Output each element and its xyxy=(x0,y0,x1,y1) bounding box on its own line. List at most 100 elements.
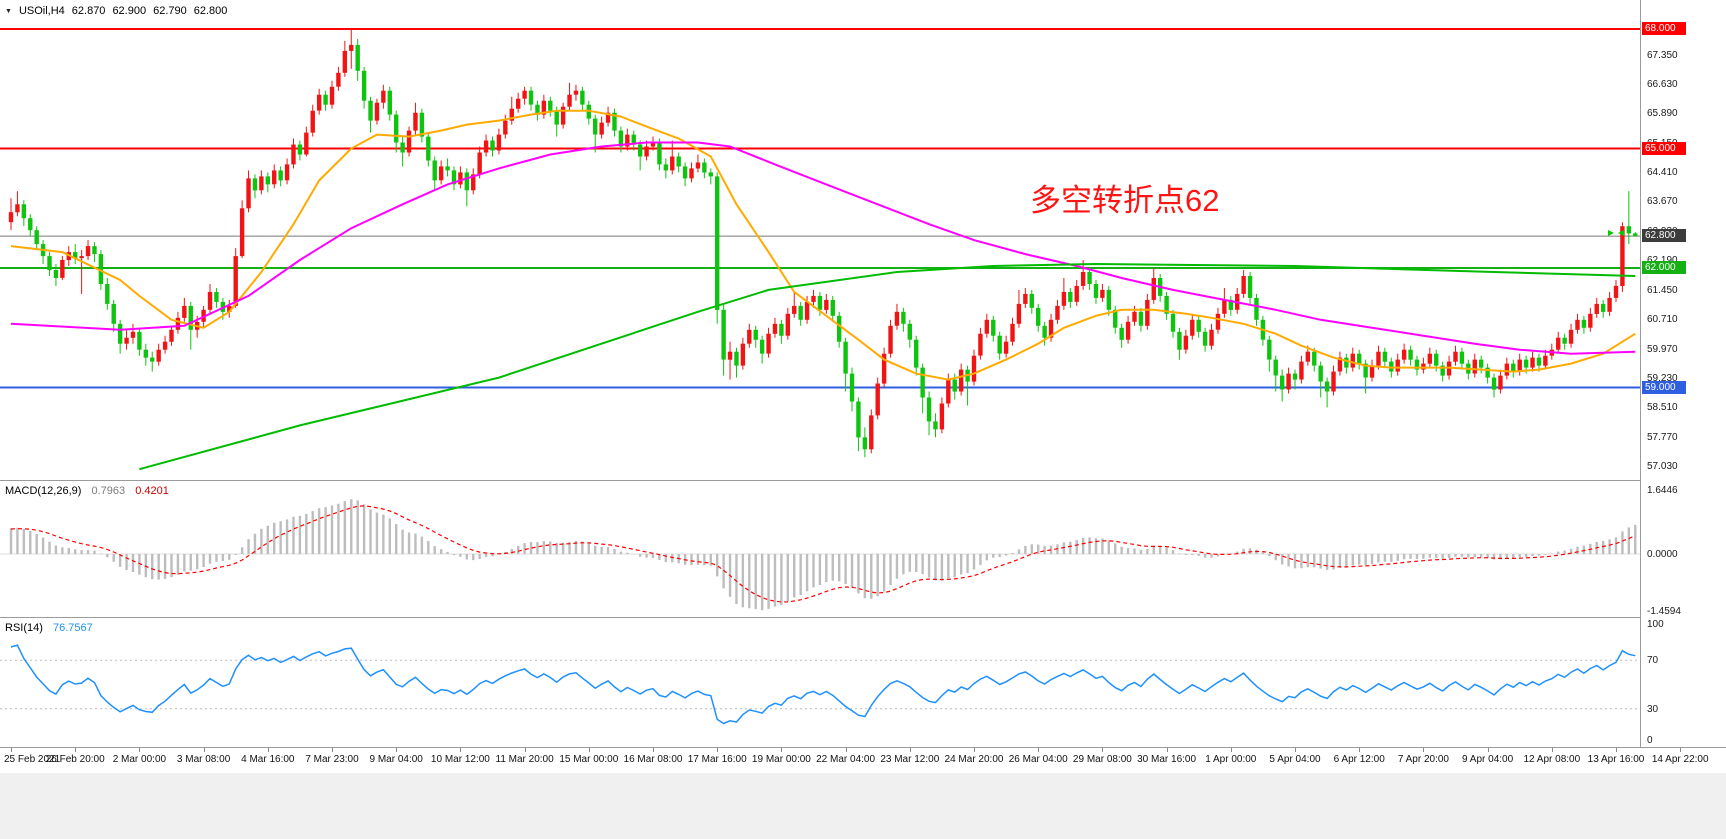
price-axis[interactable]: 67.35066.63065.89065.15064.41063.67062.9… xyxy=(1640,0,1726,748)
chevron-down-icon[interactable]: ▼ xyxy=(5,7,12,15)
macd-panel[interactable]: MACD(12,26,9) 0.7963 0.4201 xyxy=(0,481,1640,617)
price-tick: 67.350 xyxy=(1647,49,1678,61)
time-tick xyxy=(845,748,847,752)
time-tick xyxy=(460,748,462,752)
time-label: 7 Mar 23:00 xyxy=(305,754,359,765)
rsi-axis-tick: 70 xyxy=(1647,655,1659,667)
price-tick: 66.630 xyxy=(1647,78,1678,90)
panel-separator[interactable] xyxy=(0,480,1726,481)
rsi-line xyxy=(10,644,1636,725)
quote-open: 62.870 xyxy=(71,5,106,17)
macd-chart[interactable] xyxy=(0,481,1640,617)
time-tick xyxy=(588,748,590,752)
time-label: 16 Mar 08:00 xyxy=(623,754,683,765)
rsi-axis-tick: 100 xyxy=(1647,619,1664,630)
time-label: 7 Apr 20:00 xyxy=(1397,754,1449,765)
time-label: 25 Feb 2021 xyxy=(4,754,61,765)
time-tick xyxy=(974,748,975,752)
macd-main-value: 0.7963 xyxy=(91,485,126,497)
price-tick: 58.510 xyxy=(1647,402,1678,414)
macd-histogram xyxy=(9,499,1637,611)
time-tick xyxy=(332,748,333,752)
time-label: 1 Apr 00:00 xyxy=(1205,754,1257,765)
price-arrow-icon xyxy=(1618,229,1624,236)
quote-low: 62.790 xyxy=(153,5,187,17)
rsi-axis-tick: 30 xyxy=(1647,703,1659,715)
price-level-label: 62.000 xyxy=(1642,261,1686,275)
time-label: 26 Mar 04:00 xyxy=(1008,754,1068,765)
price-tick: 65.890 xyxy=(1647,108,1678,120)
time-tick xyxy=(653,748,654,752)
price-tick: 64.410 xyxy=(1647,167,1678,178)
time-label: 10 Mar 12:00 xyxy=(430,754,490,765)
time-label: 14 Apr 22:00 xyxy=(1651,754,1709,765)
time-label: 3 Mar 08:00 xyxy=(176,754,231,765)
time-label: 9 Apr 04:00 xyxy=(1462,754,1514,765)
time-tick xyxy=(717,748,719,752)
time-label: 23 Mar 12:00 xyxy=(880,754,940,765)
candlestick-chart[interactable] xyxy=(0,0,1640,480)
time-label: 11 Mar 20:00 xyxy=(495,754,554,765)
rsi-value: 76.7567 xyxy=(52,622,93,634)
price-chart-panel[interactable]: ▼ USOil,H4 62.870 62.900 62.790 62.800 多… xyxy=(0,0,1640,480)
symbol-timeframe: USOil,H4 xyxy=(18,5,65,17)
time-label: 2 Mar 00:00 xyxy=(112,754,167,765)
time-tick xyxy=(1230,748,1232,752)
time-tick xyxy=(1551,748,1553,752)
panel-separator[interactable] xyxy=(0,617,1726,618)
time-label: 13 Apr 16:00 xyxy=(1587,754,1645,765)
candlestick-series xyxy=(8,29,1638,458)
macd-axis-tick: 0.0000 xyxy=(1647,549,1678,560)
time-tick xyxy=(11,748,12,752)
macd-signal-line xyxy=(10,505,1636,603)
time-tick xyxy=(1487,748,1489,752)
time-tick xyxy=(909,748,911,752)
macd-signal-value: 0.4201 xyxy=(135,485,169,497)
price-tick: 61.450 xyxy=(1647,284,1678,296)
time-tick xyxy=(781,748,783,752)
time-tick xyxy=(1102,748,1104,752)
ma-slow-green xyxy=(139,262,1636,471)
time-label: 4 Mar 16:00 xyxy=(241,754,295,765)
window-footer xyxy=(0,772,1726,839)
quote-close: 62.800 xyxy=(193,5,228,17)
ma-mid-magenta xyxy=(10,141,1636,355)
time-axis[interactable]: 25 Feb 2021 26 Feb 20:00 2 Mar 00:00 3 Mar … xyxy=(0,747,1726,773)
rsi-axis-tick: 0 xyxy=(1647,735,1653,746)
current-price-label: 62.800 xyxy=(1642,229,1686,243)
macd-label: MACD(12,26,9) 0.7963 0.4201 xyxy=(5,485,169,497)
macd-indicator-name: MACD(12,26,9) xyxy=(5,485,82,497)
price-tick: 57.770 xyxy=(1647,431,1678,443)
price-tick: 63.670 xyxy=(1647,196,1678,208)
rsi-panel[interactable]: RSI(14) 76.7567 xyxy=(0,618,1640,746)
price-tick: 57.030 xyxy=(1647,461,1678,472)
price-tick: 62.190 xyxy=(1647,254,1678,267)
rsi-indicator-name: RSI(14) xyxy=(5,622,43,634)
price-level-label: 59.000 xyxy=(1642,380,1686,394)
time-tick xyxy=(1423,748,1425,752)
time-label: 5 Apr 04:00 xyxy=(1269,754,1321,765)
quote-high: 62.900 xyxy=(112,5,147,17)
time-label: 26 Feb 20:00 xyxy=(45,754,105,765)
time-tick xyxy=(1359,748,1361,752)
time-label: 6 Apr 12:00 xyxy=(1333,754,1385,765)
time-tick xyxy=(1295,748,1296,752)
rsi-chart[interactable] xyxy=(0,618,1640,746)
price-level-label: 68.000 xyxy=(1642,22,1686,35)
time-tick xyxy=(524,748,526,752)
ma-fast-orange xyxy=(10,109,1636,381)
time-label: 30 Mar 16:00 xyxy=(1137,754,1197,765)
quote-bar: ▼ USOil,H4 62.870 62.900 62.790 62.800 xyxy=(5,5,227,17)
time-tick xyxy=(75,748,77,752)
time-label: 9 Mar 04:00 xyxy=(369,754,423,765)
time-tick xyxy=(1038,748,1040,752)
price-tick: 59.970 xyxy=(1647,343,1678,355)
time-tick xyxy=(1166,748,1168,752)
time-label: 15 Mar 00:00 xyxy=(559,754,619,765)
time-label: 22 Mar 04:00 xyxy=(816,754,876,765)
time-label: 17 Mar 16:00 xyxy=(687,754,747,765)
time-label: 19 Mar 00:00 xyxy=(751,754,811,765)
price-arrow-icon xyxy=(1608,229,1614,236)
price-tick: 59.230 xyxy=(1647,373,1678,385)
